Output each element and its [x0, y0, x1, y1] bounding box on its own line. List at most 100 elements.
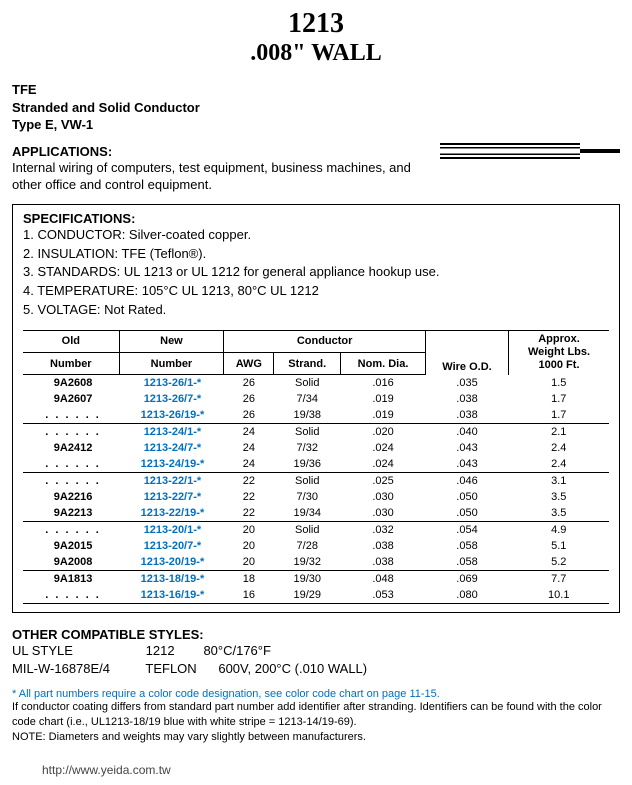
cell-wt: 5.2 [509, 554, 609, 571]
cell-dia: .019 [341, 391, 426, 407]
cell-dia: .020 [341, 424, 426, 441]
other-heading: OTHER COMPATIBLE STYLES: [12, 627, 620, 642]
table-row: 9A18131213-18/19-*1819/30.048.0697.7 [23, 571, 609, 588]
cell-strand: 7/32 [274, 440, 341, 456]
cell-new: 1213-20/7-* [119, 538, 224, 554]
cell-awg: 20 [224, 554, 274, 571]
title-sub: .008" WALL [12, 40, 620, 67]
table-head: Old New Conductor Wire O.D. Approx. Weig… [23, 330, 609, 374]
cell-dia: .048 [341, 571, 426, 588]
cell-dia: .038 [341, 554, 426, 571]
other-label-1: UL STYLE [12, 642, 142, 660]
footnote-l2: NOTE: Diameters and weights may vary sli… [12, 730, 620, 745]
table-row: 9A20151213-20/7-*207/28.038.0585.1 [23, 538, 609, 554]
cell-old: 9A2213 [23, 505, 119, 522]
table-row: 9A20081213-20/19-*2019/32.038.0585.2 [23, 554, 609, 571]
cell-awg: 22 [224, 505, 274, 522]
other-line-1: UL STYLE 1212 80°C/176°F [12, 642, 620, 660]
cell-new: 1213-20/19-* [119, 554, 224, 571]
cell-strand: 19/29 [274, 587, 341, 604]
cell-new: 1213-20/1-* [119, 522, 224, 539]
specifications-box: SPECIFICATIONS: 1. CONDUCTOR: Silver-coa… [12, 204, 620, 613]
cell-new: 1213-22/1-* [119, 473, 224, 490]
cell-od: .040 [425, 424, 508, 441]
footnote-star: * All part numbers require a color code … [12, 688, 620, 700]
table-row: . . . . . .1213-16/19-*1619/29.053.08010… [23, 587, 609, 604]
cell-wt: 1.7 [509, 407, 609, 424]
cell-dia: .030 [341, 489, 426, 505]
cell-strand: 7/30 [274, 489, 341, 505]
cell-dia: .016 [341, 375, 426, 392]
table-row: 9A22161213-22/7-*227/30.030.0503.5 [23, 489, 609, 505]
cell-old: . . . . . . [23, 407, 119, 424]
data-table: Old New Conductor Wire O.D. Approx. Weig… [23, 330, 609, 604]
cell-old: . . . . . . [23, 424, 119, 441]
cell-new: 1213-26/7-* [119, 391, 224, 407]
spec-item: 3. STANDARDS: UL 1213 or UL 1212 for gen… [23, 263, 609, 282]
cell-new: 1213-16/19-* [119, 587, 224, 604]
cell-od: .035 [425, 375, 508, 392]
cell-awg: 20 [224, 522, 274, 539]
cell-od: .080 [425, 587, 508, 604]
cell-old: 9A2008 [23, 554, 119, 571]
cell-strand: Solid [274, 375, 341, 392]
footnote-l1: If conductor coating differs from standa… [12, 700, 620, 730]
cell-dia: .019 [341, 407, 426, 424]
cell-od: .038 [425, 391, 508, 407]
cell-wt: 3.5 [509, 505, 609, 522]
cell-old: 9A2412 [23, 440, 119, 456]
page-root: 1213 .008" WALL TFE Stranded and Solid C… [0, 0, 632, 785]
cell-od: .038 [425, 407, 508, 424]
cell-wt: 7.7 [509, 571, 609, 588]
header-text: TFE Stranded and Solid Conductor Type E,… [12, 81, 440, 194]
th-number1: Number [23, 352, 119, 374]
cell-dia: .024 [341, 440, 426, 456]
cell-old: 9A1813 [23, 571, 119, 588]
table-row: 9A26071213-26/7-*267/34.019.0381.7 [23, 391, 609, 407]
cell-od: .046 [425, 473, 508, 490]
other-val-2: TEFLON 600V, 200°C (.010 WALL) [145, 661, 367, 676]
th-wireod: Wire O.D. [425, 330, 508, 374]
cell-dia: .032 [341, 522, 426, 539]
cell-old: . . . . . . [23, 522, 119, 539]
cell-strand: Solid [274, 424, 341, 441]
cell-od: .050 [425, 489, 508, 505]
table-row: . . . . . .1213-24/1-*24Solid.020.0402.1 [23, 424, 609, 441]
specifications-heading: SPECIFICATIONS: [23, 211, 609, 226]
cell-dia: .030 [341, 505, 426, 522]
table-row: . . . . . .1213-22/1-*22Solid.025.0463.1 [23, 473, 609, 490]
cell-awg: 20 [224, 538, 274, 554]
wire-illustration [440, 133, 620, 172]
other-line-2: MIL-W-16878E/4 TEFLON 600V, 200°C (.010 … [12, 660, 620, 678]
cell-od: .054 [425, 522, 508, 539]
cell-wt: 2.1 [509, 424, 609, 441]
spec-item: 1. CONDUCTOR: Silver-coated copper. [23, 226, 609, 245]
cell-od: .058 [425, 554, 508, 571]
cell-awg: 24 [224, 424, 274, 441]
cell-awg: 24 [224, 440, 274, 456]
cell-dia: .038 [341, 538, 426, 554]
cell-new: 1213-26/19-* [119, 407, 224, 424]
applications-text: Internal wiring of computers, test equip… [12, 159, 440, 194]
cell-strand: Solid [274, 473, 341, 490]
cell-new: 1213-22/19-* [119, 505, 224, 522]
cell-wt: 1.5 [509, 375, 609, 392]
cell-dia: .024 [341, 456, 426, 473]
cell-wt: 2.4 [509, 440, 609, 456]
other-val-1: 1212 80°C/176°F [146, 643, 271, 658]
product-line2: Stranded and Solid Conductor [12, 99, 440, 117]
title-main: 1213 [12, 8, 620, 40]
spec-item: 5. VOLTAGE: Not Rated. [23, 301, 609, 320]
title-block: 1213 .008" WALL [12, 8, 620, 67]
cell-old: . . . . . . [23, 456, 119, 473]
cell-wt: 1.7 [509, 391, 609, 407]
cell-old: . . . . . . [23, 587, 119, 604]
cell-od: .043 [425, 440, 508, 456]
th-weight: Approx. Weight Lbs. 1000 Ft. [509, 330, 609, 374]
table-row: . . . . . .1213-20/1-*20Solid.032.0544.9 [23, 522, 609, 539]
cell-awg: 16 [224, 587, 274, 604]
th-old: Old [23, 330, 119, 352]
cell-new: 1213-26/1-* [119, 375, 224, 392]
th-new: New [119, 330, 224, 352]
cell-od: .058 [425, 538, 508, 554]
